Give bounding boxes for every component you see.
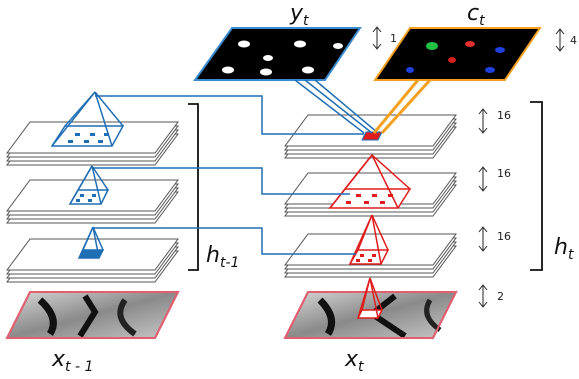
label-c-t: ct <box>467 1 485 29</box>
connections-to-y <box>294 79 379 134</box>
channel-arrow-c <box>555 28 565 52</box>
channel-arrow-layer2 <box>478 166 488 192</box>
label-h-t: ht <box>554 235 574 263</box>
label-x-t-minus-1: xt - 1 <box>51 347 93 375</box>
label-y-t: yt <box>289 1 309 29</box>
output-y-map <box>193 27 362 81</box>
receptive-field-3 <box>356 277 384 319</box>
channel-count-layer2: 16 <box>497 167 511 180</box>
channel-count-layer1: 16 <box>497 109 511 122</box>
label-x-t: xt <box>344 347 364 375</box>
receptive-field-2 <box>348 214 390 265</box>
channel-arrow-y <box>372 26 382 50</box>
channel-arrow-x <box>478 284 488 308</box>
channel-count-layer3: 16 <box>497 230 511 243</box>
prev-receptive-field-2 <box>68 165 110 205</box>
output-c-map <box>373 27 542 81</box>
prev-input-image <box>5 291 180 339</box>
channel-arrow-layer3 <box>478 226 488 252</box>
channel-count-x: 2 <box>497 290 504 303</box>
label-h-t-minus-1: ht-1 <box>206 243 239 271</box>
prev-hidden-layer-3 <box>6 238 179 283</box>
prev-receptive-field-3 <box>77 226 105 259</box>
channel-count-c: 4 <box>570 34 577 47</box>
layer1-top-patch <box>361 131 383 141</box>
prev-receptive-field-1 <box>50 91 125 147</box>
recurrent-connections <box>92 95 364 255</box>
channel-count-y: 1 <box>390 32 397 45</box>
connections-to-c <box>372 78 432 135</box>
prev-hidden-bracket <box>188 103 199 271</box>
channel-arrow-layer1 <box>478 108 488 134</box>
hidden-bracket <box>530 101 543 271</box>
